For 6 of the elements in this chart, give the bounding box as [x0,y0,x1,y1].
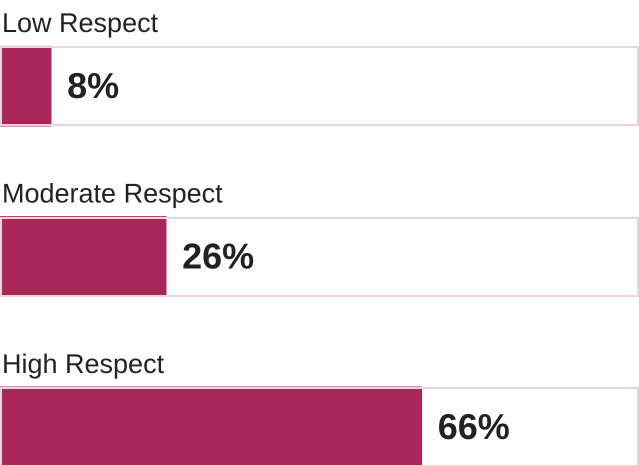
y-tick-label: Low Respect [2,8,159,38]
y-tick-label: High Respect [2,348,165,379]
data-label: 66% [438,406,510,447]
data-label: 26% [182,235,254,276]
y-tick-label: Moderate Respect [2,178,224,208]
data-label: 8% [67,65,120,106]
